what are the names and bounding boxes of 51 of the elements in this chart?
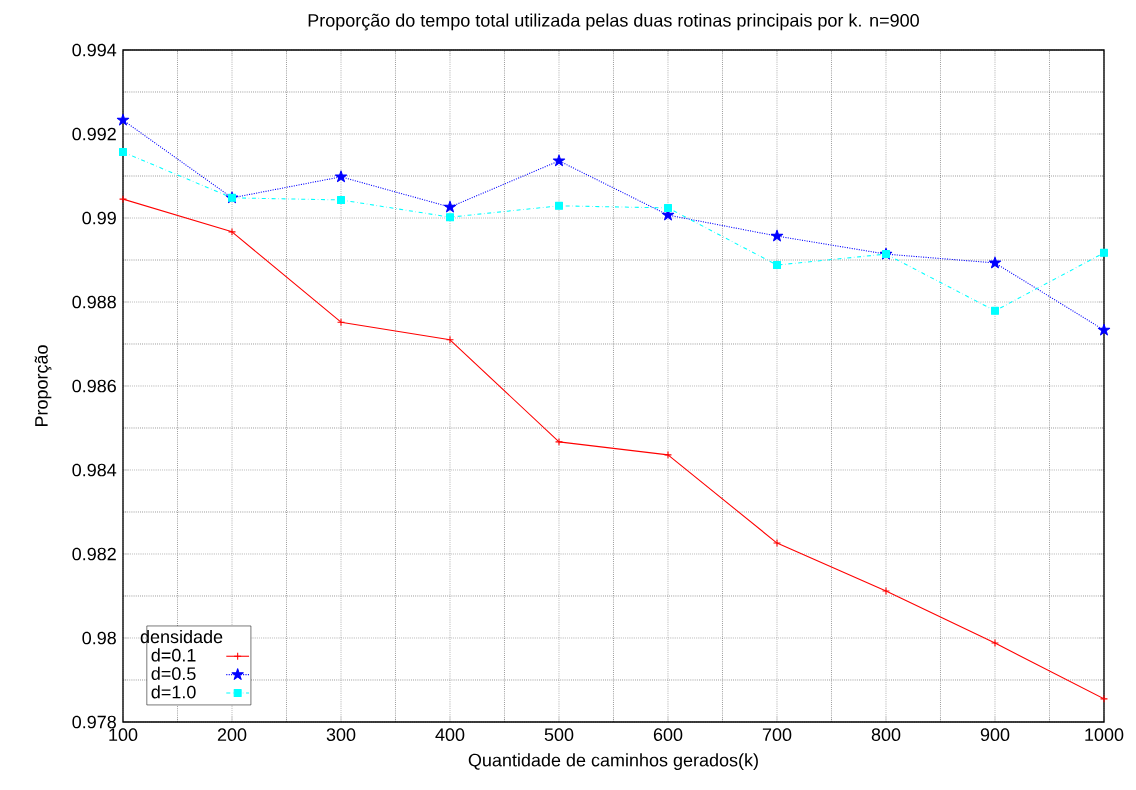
point [336,195,346,204]
y-tick-label: 0.992 [72,127,116,141]
point [119,195,128,204]
y-tick-label: 0.986 [72,379,116,393]
point [1097,323,1111,336]
point [554,437,563,446]
y-tick-label: 0.978 [72,715,116,729]
x-tick-label: 100 [109,728,138,741]
point [445,335,455,344]
point [445,213,455,222]
point [334,170,348,183]
point [663,203,672,212]
x-tick-label: 200 [217,728,247,741]
legend-title: densidade [140,629,223,644]
legend-label: d=1.0 [151,685,196,699]
point [663,450,672,459]
x-axis-title: Quantidade de caminhos gerados(k) [468,753,758,771]
point [772,539,781,548]
y-tick-label: 0.98 [82,631,116,645]
point [116,113,130,126]
point [443,200,457,213]
x-tick-label: 300 [326,728,356,741]
y-tick-label: 0.988 [72,295,116,309]
point [1099,694,1108,703]
point [990,639,1000,648]
y-tick-label: 0.982 [72,547,116,561]
x-tick-label: 800 [871,728,901,741]
y-tick-label: 0.994 [72,43,117,57]
y-axis-title: Proporção [34,345,52,427]
x-tick-label: 400 [435,728,465,741]
x-tick-label: 600 [653,728,683,741]
x-tick-label: 500 [544,728,574,741]
point [336,318,346,327]
point [552,154,566,167]
y-tick-label: 0.99 [82,211,116,225]
point [988,256,1002,269]
point [228,227,237,236]
point [770,229,784,242]
point [119,148,128,157]
point [881,586,890,595]
x-tick-label: 700 [762,728,792,741]
point [772,261,781,270]
point [990,306,1000,315]
y-tick-label: 0.984 [72,463,117,477]
x-tick-label: 1000 [1085,728,1124,741]
point [1099,248,1108,257]
legend-label: d=0.1 [151,648,196,662]
x-tick-label: 900 [980,728,1010,741]
point [554,201,563,210]
chart-title: Proporção do tempo total utilizada pelas duas rotinas principais por k. n=900 [308,13,919,31]
legend-label: d=0.5 [151,666,196,680]
